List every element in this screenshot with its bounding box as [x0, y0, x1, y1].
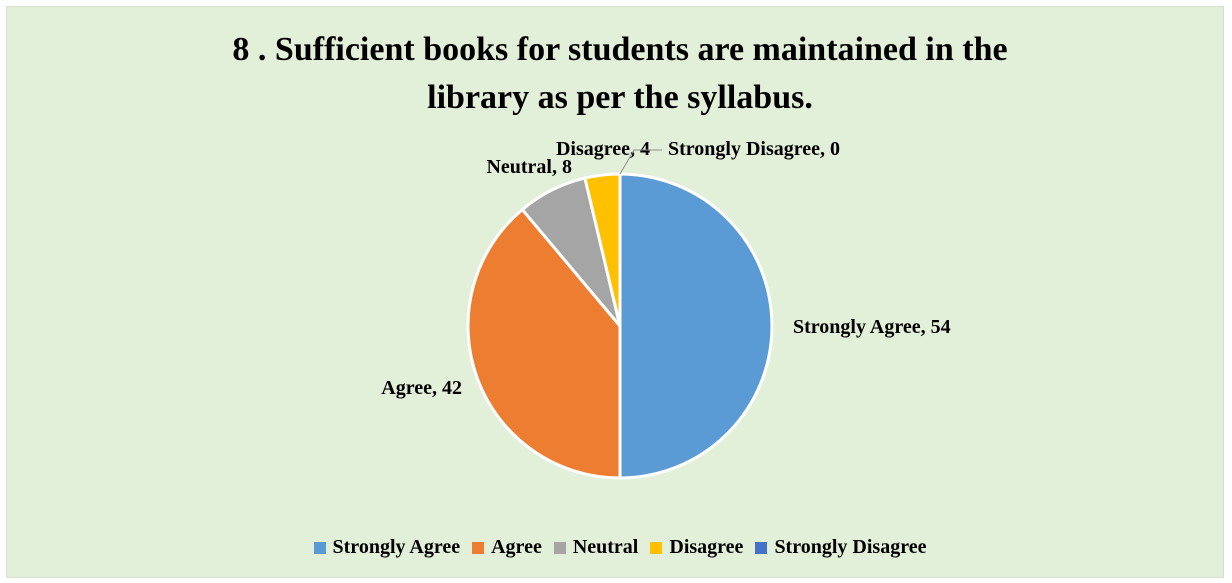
legend-swatch-strongly-agree	[314, 542, 326, 554]
data-label-strongly-agree: Strongly Agree, 54	[793, 316, 951, 338]
chart-legend: Strongly Agree Agree Neutral Disagree Strong…	[0, 536, 1232, 559]
data-label-agree: Agree, 42	[381, 377, 462, 399]
legend-item-strongly-disagree: Strongly Disagree	[755, 536, 926, 559]
legend-label-agree: Agree	[491, 536, 542, 559]
legend-item-neutral: Neutral	[554, 536, 639, 559]
legend-item-strongly-agree: Strongly Agree	[314, 536, 461, 559]
legend-item-agree: Agree	[472, 536, 542, 559]
legend-swatch-disagree	[650, 542, 662, 554]
legend-swatch-agree	[472, 542, 484, 554]
pie-slice-strongly-agree	[620, 174, 772, 478]
data-label-strongly-disagree: Strongly Disagree, 0	[668, 138, 840, 160]
legend-label-strongly-agree: Strongly Agree	[333, 536, 461, 559]
legend-label-strongly-disagree: Strongly Disagree	[774, 536, 926, 559]
legend-item-disagree: Disagree	[650, 536, 743, 559]
legend-label-disagree: Disagree	[669, 536, 743, 559]
legend-label-neutral: Neutral	[573, 536, 639, 559]
legend-swatch-strongly-disagree	[755, 542, 767, 554]
legend-swatch-neutral	[554, 542, 566, 554]
data-label-disagree: Disagree, 4	[556, 138, 650, 160]
